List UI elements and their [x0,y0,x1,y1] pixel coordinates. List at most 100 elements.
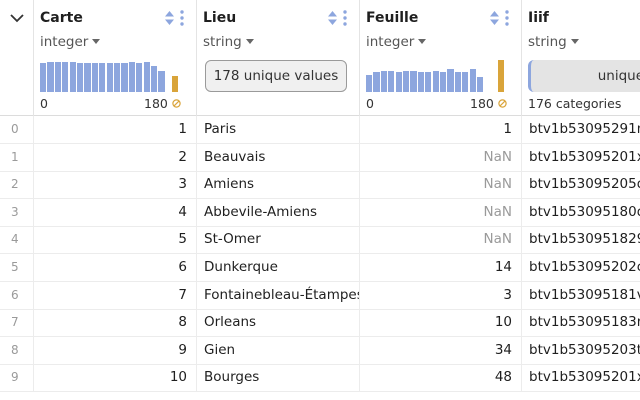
cell-feuille[interactable]: 1 [360,116,522,143]
column-menu-icon[interactable] [342,9,348,27]
histogram[interactable] [40,60,180,92]
histogram-bar[interactable] [143,62,150,92]
histogram[interactable] [366,60,506,92]
unique-values-button[interactable]: unique [528,60,640,92]
table-row[interactable]: 2 3 Amiens NaN btv1b53095205q [0,171,640,200]
cell-carte[interactable]: 9 [34,336,197,364]
cell-lieu[interactable]: Abbevile-Amiens [197,198,360,226]
cell-iiif[interactable]: btv1b53095201x [529,148,640,165]
cell-feuille[interactable]: 10 [360,309,522,337]
histogram-bar[interactable] [469,69,476,92]
cell-feuille[interactable]: 14 [360,254,522,281]
histogram-bar[interactable] [99,63,106,92]
row-index[interactable]: 5 [0,254,34,281]
histogram-bar[interactable] [403,71,410,92]
histogram-bar[interactable] [106,63,113,92]
column-header-carte[interactable]: Carte integer 0 180 [34,0,197,116]
histogram-bar[interactable] [432,71,439,92]
histogram-bar[interactable] [158,71,165,92]
table-row[interactable]: 9 10 Bourges 48 btv1b53095201x [0,364,640,393]
cell-lieu[interactable]: Beauvais [197,143,360,171]
histogram-bar[interactable] [151,66,158,92]
histogram-bar[interactable] [69,62,76,92]
cell-carte[interactable]: 2 [34,143,197,171]
cell-iiif[interactable]: btv1b53095181v [529,286,640,303]
histogram-bar[interactable] [380,71,387,92]
row-index[interactable]: 2 [0,171,34,199]
chevron-down-icon[interactable] [9,10,25,26]
cell-feuille[interactable]: 34 [360,336,522,364]
row-index[interactable]: 8 [0,336,34,364]
column-name[interactable]: Feuille [366,10,419,26]
histogram-bar[interactable] [373,72,380,92]
histogram-bar[interactable] [40,63,47,92]
cell-feuille[interactable]: NaN [360,143,522,171]
cell-lieu[interactable]: Dunkerque [197,254,360,281]
histogram-bar[interactable] [136,63,143,92]
histogram-nan-bar[interactable] [498,60,504,92]
cell-iiif[interactable]: btv1b53095202c [529,259,640,275]
cell-iiif[interactable]: btv1b53095203t [529,341,640,358]
row-index[interactable]: 0 [0,116,34,143]
cell-lieu[interactable]: Fontainebleau-Étampes [197,281,360,309]
cell-lieu[interactable]: Amiens [197,171,360,199]
cell-lieu[interactable]: Gien [197,336,360,364]
index-header[interactable] [0,0,34,116]
cell-feuille[interactable]: 48 [360,364,522,392]
column-menu-icon[interactable] [179,9,185,27]
cell-iiif[interactable]: btv1b53095201x [529,369,640,386]
histogram-bar[interactable] [62,62,69,92]
column-header-feuille[interactable]: Feuille integer 0 180 [360,0,522,116]
sort-icon[interactable] [490,11,499,25]
column-name[interactable]: Carte [40,10,83,26]
cell-carte[interactable]: 5 [34,226,197,254]
column-type-dropdown[interactable]: string [203,34,254,50]
cell-feuille[interactable]: 3 [360,281,522,309]
sort-icon[interactable] [165,11,174,25]
column-header-iiif[interactable]: Iiif string unique 176 categories [522,0,640,116]
table-row[interactable]: 5 6 Dunkerque 14 btv1b53095202c [0,254,640,282]
cell-carte[interactable]: 6 [34,254,197,281]
cell-lieu[interactable]: Paris [197,116,360,143]
column-header-lieu[interactable]: Lieu string 178 unique values [197,0,360,116]
cell-iiif[interactable]: btv1b530951829 [529,231,640,248]
cell-lieu[interactable]: St-Omer [197,226,360,254]
column-name[interactable]: Lieu [203,10,237,26]
row-index[interactable]: 4 [0,226,34,254]
cell-carte[interactable]: 3 [34,171,197,199]
cell-feuille[interactable]: NaN [360,198,522,226]
histogram-bar[interactable] [47,62,54,92]
column-name[interactable]: Iiif [528,10,549,26]
column-menu-icon[interactable] [504,9,510,27]
histogram-bar[interactable] [410,71,417,92]
histogram-bar[interactable] [128,62,135,92]
row-index[interactable]: 6 [0,281,34,309]
histogram-bar[interactable] [454,72,461,92]
cell-lieu[interactable]: Orleans [197,309,360,337]
table-row[interactable]: 1 2 Beauvais NaN btv1b53095201x [0,143,640,172]
histogram-bar[interactable] [425,72,432,92]
cell-feuille[interactable]: NaN [360,226,522,254]
histogram-bar[interactable] [121,63,128,92]
column-type-dropdown[interactable]: integer [40,34,101,50]
cell-carte[interactable]: 8 [34,309,197,337]
row-index[interactable]: 9 [0,364,34,392]
column-type-dropdown[interactable]: string [528,34,579,50]
table-row[interactable]: 0 1 Paris 1 btv1b53095291n [0,116,640,144]
cell-carte[interactable]: 1 [34,116,197,143]
histogram-bar[interactable] [388,71,395,92]
cell-iiif[interactable]: btv1b53095291n [529,121,640,137]
row-index[interactable]: 7 [0,309,34,337]
table-row[interactable]: 4 5 St-Omer NaN btv1b530951829 [0,226,640,255]
table-row[interactable]: 7 8 Orleans 10 btv1b53095183r [0,309,640,338]
histogram-bar[interactable] [395,72,402,92]
histogram-bar[interactable] [417,72,424,92]
cell-carte[interactable]: 10 [34,364,197,392]
histogram-bar[interactable] [114,63,121,92]
column-type-dropdown[interactable]: integer [366,34,427,50]
histogram-bar[interactable] [477,77,484,92]
histogram-bar[interactable] [447,69,454,92]
histogram-bar[interactable] [84,63,91,92]
cell-feuille[interactable]: NaN [360,171,522,199]
cell-lieu[interactable]: Bourges [197,364,360,392]
